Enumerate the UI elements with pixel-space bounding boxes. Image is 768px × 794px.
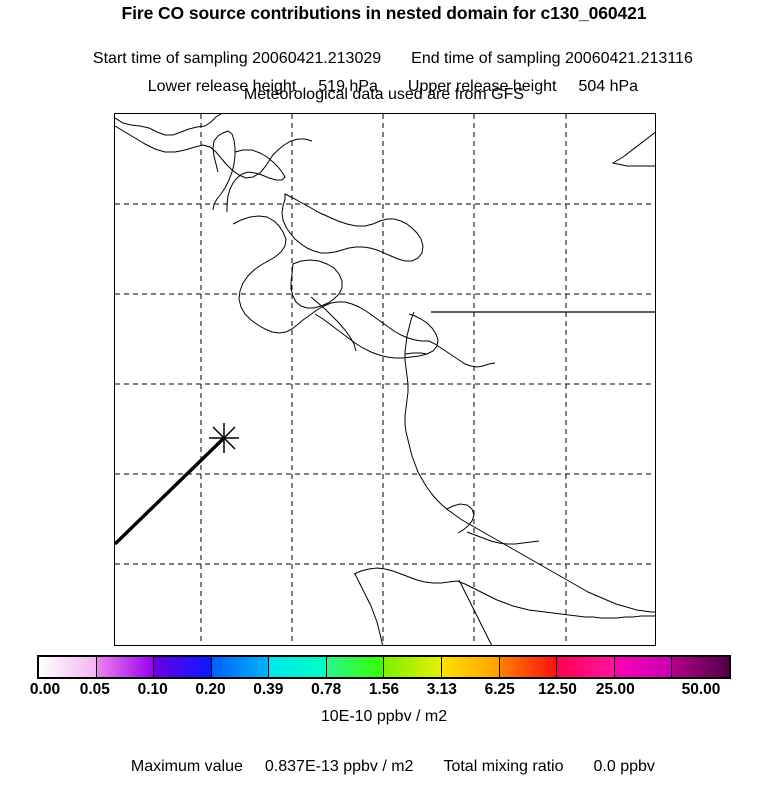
map-plot-area — [114, 113, 656, 646]
colorbar-segment — [614, 657, 673, 677]
lower-release-height-label: Lower release height — [147, 78, 297, 95]
coastline-pacific-coast — [404, 311, 655, 613]
page-title: Fire CO source contributions in nested d… — [121, 3, 647, 23]
colorbar-tick-label: 1.56 — [368, 681, 400, 698]
visualization-page: Fire CO source contributions in nested d… — [0, 3, 768, 775]
coastline-olympic-peninsula — [232, 215, 298, 334]
coastline-island-chain-b — [226, 149, 286, 212]
coastline-small-island-a — [290, 259, 343, 309]
colorbar-segment — [442, 657, 500, 677]
colorbar-tick-label: 12.50 — [538, 681, 577, 698]
end-time-value: 20060421.213116 — [565, 50, 693, 67]
colorbar-segment — [39, 657, 97, 677]
colorbar-tick-label: 6.25 — [484, 681, 515, 698]
coastline-northeast-inlet — [611, 131, 655, 167]
colorbar-tick-label: 50.00 — [681, 681, 721, 698]
colorbar — [37, 655, 731, 679]
colorbar-tick-label: 0.39 — [253, 681, 284, 698]
maximum-value-label: Maximum value — [130, 758, 243, 775]
upper-release-height-value: 504 hPa — [578, 78, 639, 95]
maximum-value: 0.837E-13 ppbv / m2 — [264, 758, 414, 775]
sampling-time-line: Start time of sampling 20060421.213029 En… — [0, 32, 768, 86]
lower-release-height-value: 519 hPa — [318, 78, 378, 95]
colorbar-segment — [211, 657, 270, 677]
end-time-label: End time of sampling — [411, 50, 561, 67]
trajectory-line — [115, 436, 226, 545]
colorbar-tick-labels: 0.00 0.05 0.10 0.20 0.39 0.78 1.56 3.13 6.25 12.5… — [0, 681, 768, 701]
summary-line: Maximum value 0.837E-13 ppbv / m2 Total mi… — [0, 740, 768, 794]
meteorological-source-line: Meteorological data used are from GFS — [243, 86, 525, 103]
colorbar-segment — [326, 657, 385, 677]
coastline-bay-notch — [446, 503, 475, 534]
coastline-river-mouth — [404, 352, 428, 355]
coastline-baja-south — [456, 580, 655, 619]
colorbar-tick-label: 0.10 — [137, 681, 168, 698]
colorbar-tick-label: 0.00 — [29, 681, 61, 698]
colorbar-tick-label: 0.78 — [311, 681, 342, 698]
upper-release-height-label: Upper release height — [407, 78, 557, 95]
coastline-vancouver-island — [281, 193, 424, 262]
total-mixing-ratio-value: 0.0 ppbv — [593, 758, 655, 775]
total-mixing-ratio-label: Total mixing ratio — [443, 758, 564, 775]
start-time-label: Start time of sampling — [92, 50, 248, 67]
coastline-puget-sound — [314, 313, 439, 359]
coastline-southern-inlet — [466, 531, 540, 545]
coastline-gulf-west — [354, 573, 384, 645]
colorbar-segment — [384, 657, 443, 677]
coastline-small-island-b — [310, 296, 357, 352]
colorbar-tick-label: 3.13 — [426, 681, 457, 698]
map-gridlines — [115, 114, 655, 645]
colorbar-tick-label: 25.00 — [595, 681, 635, 698]
coastline-gulf-east — [458, 579, 493, 645]
colorbar-tick-label: 0.20 — [195, 681, 226, 698]
colorbar-segment — [96, 657, 155, 677]
release-point-marker — [209, 423, 239, 453]
coastline-inlet-upper — [115, 125, 313, 179]
colorbar-units-label: 10E-10 ppbv / m2 — [320, 708, 448, 725]
coastline-mainland-transition — [428, 340, 496, 368]
colorbar-segment — [499, 657, 558, 677]
coastline-northwest-mainland — [115, 114, 222, 136]
start-time-value: 20060421.213029 — [252, 50, 382, 67]
colorbar-container — [37, 655, 731, 679]
coastline-island-chain-a — [212, 130, 236, 211]
colorbar-segment — [672, 657, 729, 677]
coastline-baja-north — [353, 567, 458, 584]
map-svg — [115, 114, 655, 645]
colorbar-tick-label: 0.05 — [79, 681, 110, 698]
colorbar-segment — [557, 657, 615, 677]
colorbar-segment — [154, 657, 212, 677]
colorbar-segment — [269, 657, 327, 677]
release-height-line: Lower release height 519 hPa Upper release… — [0, 60, 768, 114]
coastline-juan-de-fuca — [296, 301, 429, 342]
